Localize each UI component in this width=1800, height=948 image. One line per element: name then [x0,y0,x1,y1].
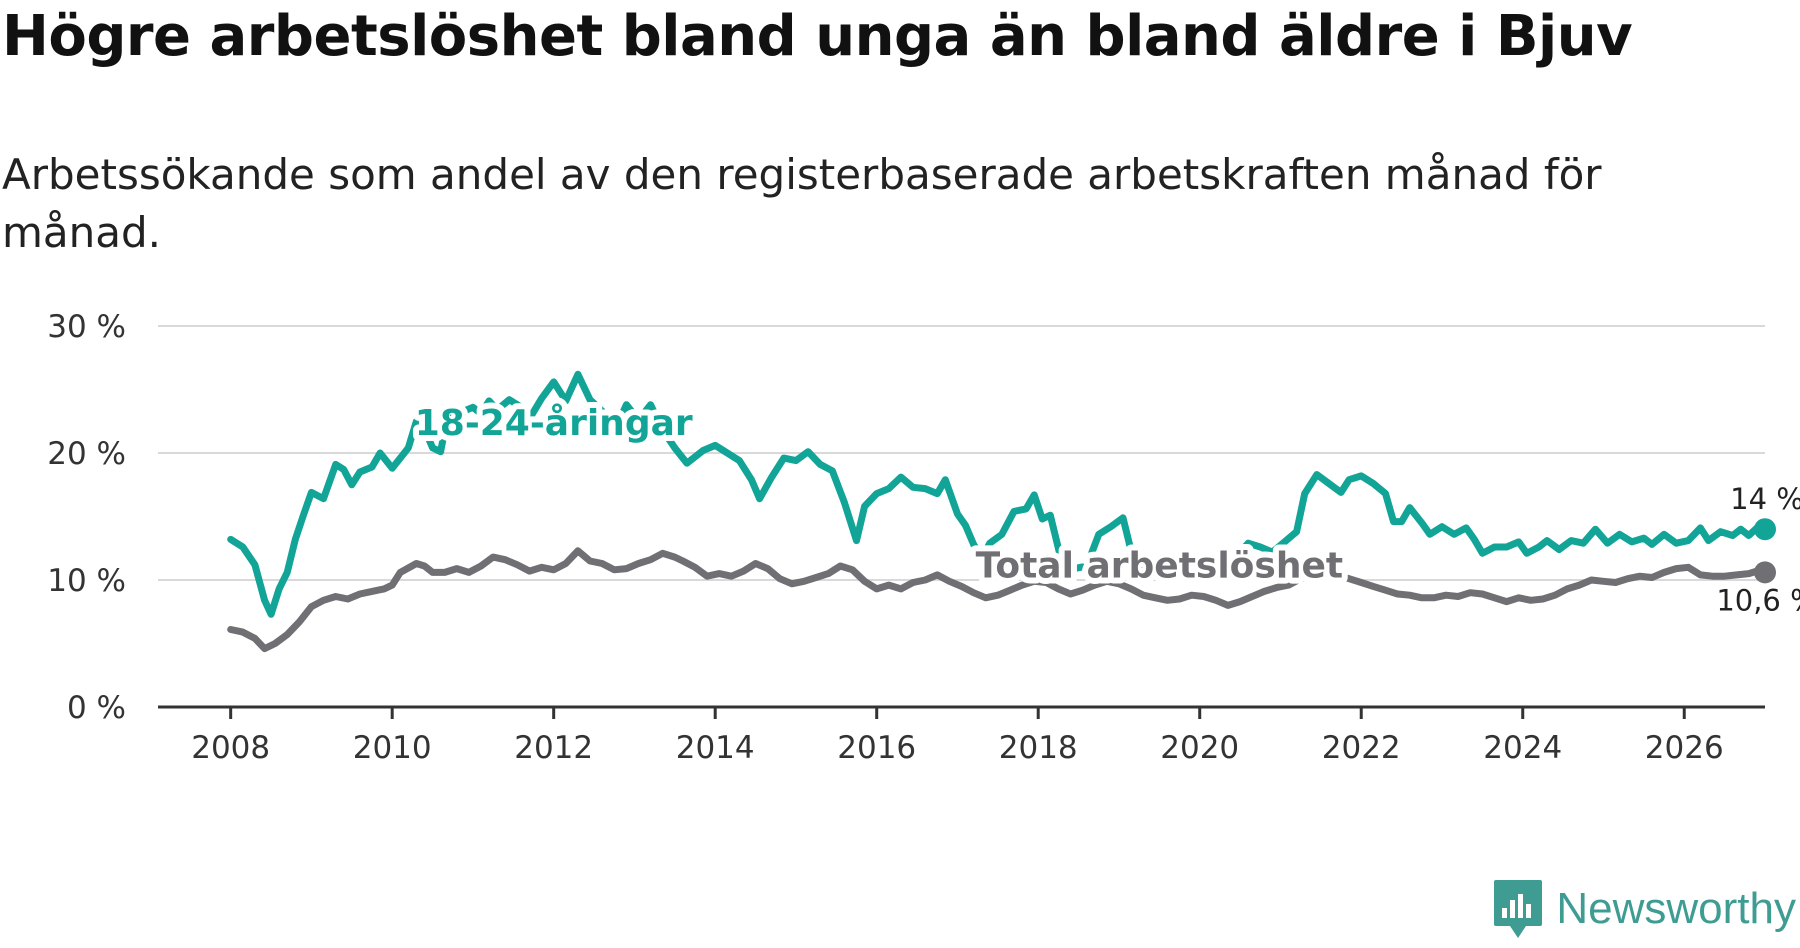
x-tick-label: 2012 [514,730,593,766]
x-tick-label: 2020 [1160,730,1239,766]
x-tick-label: 2018 [999,730,1078,766]
brand-name: Newsworthy [1556,884,1796,933]
chart-subtitle: Arbetssökande som andel av den registerb… [2,150,1602,257]
series-end-label-total-arbetsl-shet: 10,6 % [1716,583,1800,617]
x-tick-label: 2008 [191,730,270,766]
x-tick-label: 2010 [353,730,432,766]
x-tick-label: 2016 [837,730,916,766]
gridlines [158,325,1765,581]
series-label-total-arbetsl-shet: Total arbetslöshet [976,545,1344,586]
series-end-point-total-arbetsl-shet [1754,561,1776,584]
series-end-point-18-24-ringar [1754,518,1776,541]
y-tick-label: 10 % [47,563,126,599]
series-label-18-24-ringar: 18-24-åringar [415,403,693,444]
series-line-total-arbetsl-shet [227,547,1769,653]
x-tick-label: 2014 [676,730,755,766]
y-axis-ticks: 0 % 10 % 20 % 30 % [47,309,126,726]
series-line-18-24-ringar [227,370,1769,618]
series-end-label-18-24-ringar: 14 % [1730,482,1800,516]
y-tick-label: 30 % [47,309,126,345]
x-axis-ticks: 2008 2010 2012 2014 2016 2018 2020 2022 2024 2026 [191,707,1724,766]
y-tick-label: 20 % [47,436,126,472]
newsworthy-logo-icon [1494,880,1543,938]
y-tick-label: 0 % [67,690,126,726]
chart-title: Högre arbetslöshet bland unga än bland ä… [2,4,1633,69]
x-tick-label: 2022 [1322,730,1401,766]
series-lines [227,370,1776,653]
series-labels: 18-24-åringar 14 % Total arbetslöshet 10,6 … [409,397,1800,620]
x-tick-label: 2024 [1483,730,1562,766]
x-tick-label: 2026 [1645,730,1724,766]
brand-logo: Newsworthy [1492,878,1796,940]
